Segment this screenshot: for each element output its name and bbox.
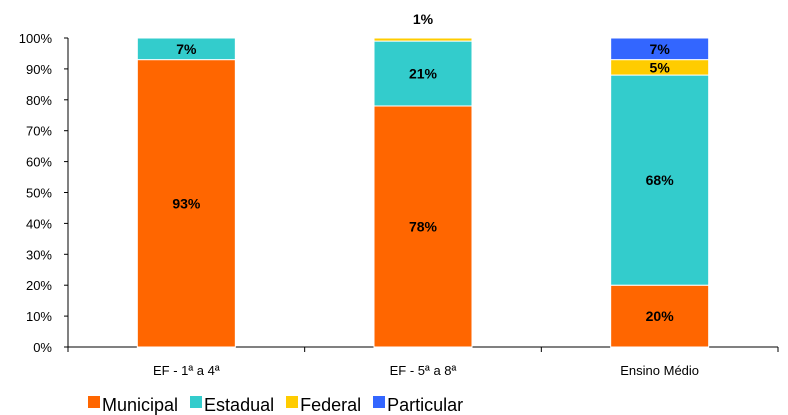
y-tick-label: 90%	[26, 62, 52, 77]
y-tick-label: 70%	[26, 124, 52, 139]
data-label: 20%	[646, 308, 675, 324]
legend-swatch-estadual	[190, 396, 203, 408]
legend-label-estadual: Estadual	[204, 395, 275, 415]
legend-swatch-particular	[373, 396, 386, 408]
bar-segment-municipal	[136, 59, 236, 348]
bar-segment-estadual	[373, 40, 473, 107]
legend-item-estadual: Estadual	[190, 396, 274, 414]
legend-swatch-federal	[286, 396, 299, 408]
x-tick-label: EF - 5ª a 8ª	[390, 363, 457, 378]
y-tick-label: 50%	[26, 186, 52, 201]
y-tick-label: 100%	[19, 31, 53, 46]
y-tick-label: 30%	[26, 247, 52, 262]
data-label: 7%	[176, 41, 197, 57]
data-label: 5%	[650, 59, 671, 75]
data-label: 7%	[650, 41, 671, 57]
data-label: 68%	[646, 172, 675, 188]
legend-item-particular: Particular	[373, 396, 463, 414]
y-tick-label: 20%	[26, 278, 52, 293]
legend-label-particular: Particular	[387, 395, 464, 415]
y-tick-label: 40%	[26, 216, 52, 231]
data-label: 21%	[409, 66, 438, 82]
data-label: 78%	[409, 218, 438, 234]
bar-segment-municipal	[610, 284, 710, 348]
data-label: 93%	[172, 195, 201, 211]
bar-segment-municipal	[373, 105, 473, 348]
bar-segment-federal	[373, 37, 473, 42]
legend-item-federal: Federal	[286, 396, 361, 414]
y-tick-label: 60%	[26, 155, 52, 170]
bar-segment-estadual	[136, 37, 236, 61]
x-tick-label: EF - 1ª a 4ª	[153, 363, 220, 378]
legend-label-municipal: Municipal	[102, 395, 179, 415]
chart-plot: 0% 10% 20% 30% 40% 50% 60% 70% 80% 90% 100% 93% 7% EF…	[19, 11, 779, 378]
legend-item-municipal: Municipal	[88, 396, 178, 414]
legend-label-federal: Federal	[300, 395, 362, 415]
y-tick-label: 10%	[26, 309, 52, 324]
y-tick-label: 80%	[26, 93, 52, 108]
legend-swatch-municipal	[88, 396, 100, 408]
x-tick-label: Ensino Médio	[620, 363, 699, 378]
bar-segment-particular	[610, 37, 710, 61]
data-label: 1%	[413, 11, 434, 27]
bar-segment-estadual	[610, 74, 710, 286]
y-tick-label: 0%	[33, 340, 52, 355]
chart-legend: Municipal Estadual Federal Particular	[88, 388, 469, 414]
